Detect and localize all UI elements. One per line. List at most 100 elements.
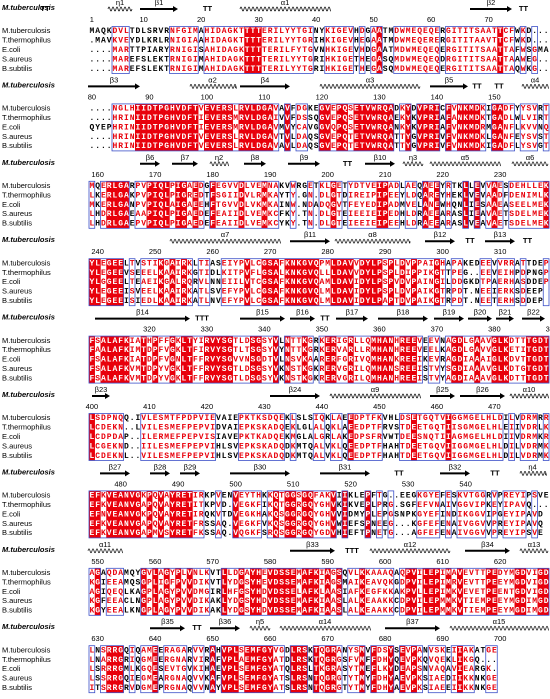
identity-shade [215, 103, 222, 151]
identity-shade [497, 103, 504, 151]
strand-arrow [240, 315, 285, 322]
strand-arrow [150, 625, 185, 632]
identity-shade [117, 490, 124, 538]
sequence: FSALAFKVMTDPYVGKLTFFRVYSGTLDSGSYVKNSTKGK… [89, 375, 548, 384]
helix-coil [319, 84, 421, 89]
sequence: ....MARTTPIARYRNIGISAHIDAGKTTTTERILFYTGV… [89, 46, 550, 55]
similarity-box [266, 490, 337, 539]
identity-shade [244, 26, 251, 74]
sequence-name: S.aureus [2, 441, 32, 450]
sequence-name: S.aureus [2, 209, 32, 218]
similarity-box [111, 26, 130, 74]
position-number: 430 [258, 402, 271, 411]
position-number: 490 [172, 479, 185, 488]
position-number: 620 [494, 557, 507, 566]
position-number: 190 [264, 170, 277, 179]
block-header: M.tuberculosis [2, 80, 55, 89]
similarity-box [289, 645, 308, 694]
similarity-box [370, 645, 395, 694]
strand-arrow [240, 83, 290, 90]
identity-shade [284, 568, 291, 616]
identity-shade [307, 568, 314, 616]
strand-arrow [378, 315, 428, 322]
identity-shade [261, 258, 268, 306]
similarity-box [128, 645, 136, 694]
helix-coil [449, 625, 549, 631]
similarity-box [347, 180, 400, 229]
ss-label: β23 [95, 385, 108, 394]
ss-label: α11 [99, 540, 111, 549]
identity-shade [365, 258, 371, 306]
identity-shade [422, 103, 429, 151]
identity-shade [94, 258, 101, 306]
identity-shade [106, 490, 113, 538]
ss-label: β31 [339, 462, 352, 471]
position-number: 540 [459, 479, 472, 488]
ss-label: β25 [436, 385, 449, 394]
strand-arrow [365, 160, 395, 167]
sequence-name: E.coli [2, 509, 21, 518]
similarity-box [347, 413, 383, 461]
identity-shade [324, 336, 331, 384]
similarity-box [312, 413, 326, 461]
turn-label: TT [343, 159, 353, 168]
identity-shade [284, 103, 291, 151]
identity-shade [330, 645, 337, 693]
strand-arrow [496, 315, 514, 322]
similarity-box [427, 645, 446, 694]
ss-label: η1 [116, 0, 124, 7]
sequence-name: B.subtilis [2, 528, 32, 537]
position-number: 80 [88, 92, 96, 101]
sequence-name: T.thermophilus [2, 500, 51, 509]
sequence-name: B.subtilis [2, 141, 32, 150]
ss-label: β37 [406, 617, 419, 626]
sequence-name: M.tuberculosis [2, 568, 51, 577]
similarity-box [88, 490, 205, 539]
similarity-box [491, 103, 515, 152]
identity-shade [94, 568, 101, 616]
turn-label: TTT [345, 546, 359, 555]
position-number: 390 [546, 325, 550, 334]
position-number: 210 [379, 170, 392, 179]
identity-shade [330, 181, 337, 229]
sequence: LHDRLGAEAAPIQLPIGAEDEFEAIIDLVEMKCFKY.TN.… [89, 210, 548, 219]
turn-label: TT [465, 236, 475, 245]
identity-shade [209, 103, 216, 151]
identity-shade [273, 568, 279, 616]
identity-shade [468, 103, 475, 151]
strand-arrow [180, 470, 200, 477]
turn-label: TT [472, 81, 482, 90]
strand-arrow [290, 238, 330, 245]
identity-shade [232, 645, 239, 693]
ss-label: η4 [528, 462, 536, 471]
identity-shade [112, 336, 118, 384]
sequence-name: S.aureus [2, 54, 32, 63]
identity-shade [313, 258, 320, 306]
similarity-box [542, 258, 550, 307]
similarity-box [197, 258, 211, 307]
position-number: 460 [431, 402, 444, 411]
identity-shade [192, 103, 199, 151]
ss-label: β33 [306, 540, 319, 549]
identity-shade [296, 258, 302, 306]
sequence-name: E.coli [2, 432, 21, 441]
sequence: YLEGEEISVEELKAAIRKATLSVEFYPVLCGSAFKNKGVQ… [89, 288, 543, 297]
identity-shade [152, 645, 159, 693]
similarity-box [88, 180, 96, 229]
position-number: 240 [91, 247, 104, 256]
identity-shade [445, 568, 452, 616]
ss-label: β14 [136, 308, 149, 317]
identity-shade [376, 103, 383, 151]
turn-label: TT [40, 4, 50, 13]
sequence-name: M.tuberculosis [2, 413, 51, 422]
ss-label: β11 [304, 230, 316, 239]
identity-shade [163, 568, 170, 616]
similarity-box [347, 645, 366, 694]
similarity-box [209, 645, 216, 694]
similarity-box [519, 258, 527, 307]
similarity-box [232, 490, 262, 539]
identity-shade [336, 258, 343, 306]
identity-shade [261, 181, 268, 229]
identity-shade [451, 336, 458, 384]
position-number: 170 [149, 170, 162, 179]
